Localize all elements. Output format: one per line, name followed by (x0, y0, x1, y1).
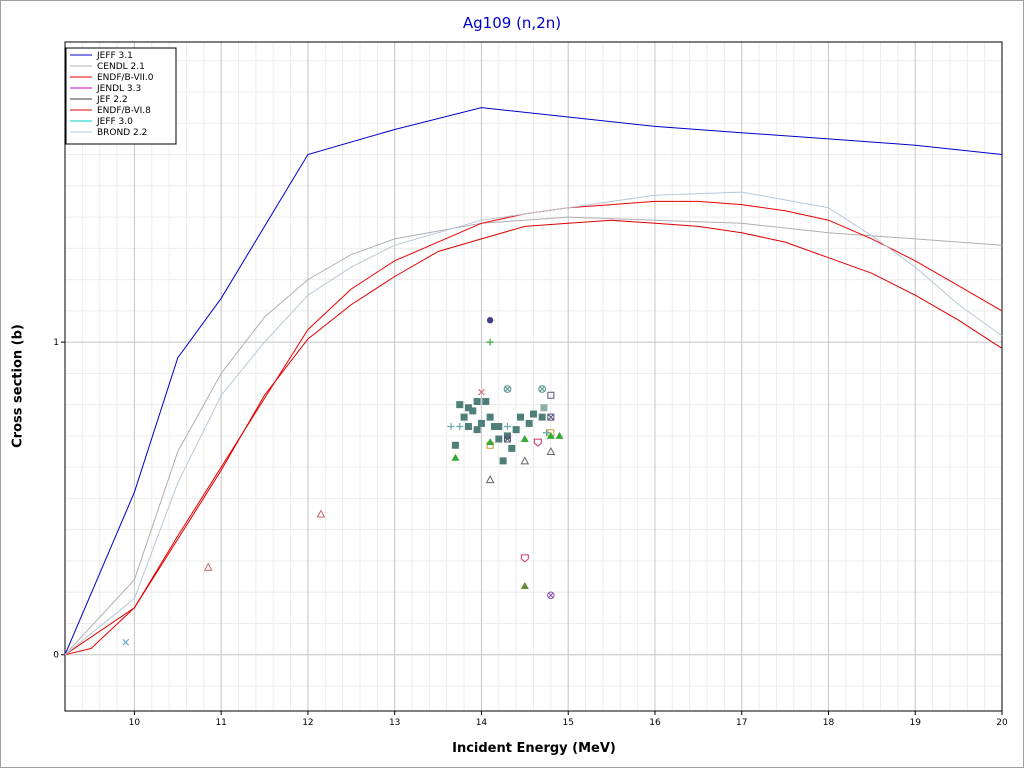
data-point (539, 386, 545, 392)
data-point (447, 423, 455, 431)
data-point (520, 581, 529, 589)
legend-label: JEFF 3.1 (96, 51, 133, 61)
x-tick-label: 20 (996, 718, 1008, 728)
data-point (547, 413, 555, 421)
data-point (464, 404, 472, 412)
data-point (469, 407, 477, 415)
data-point (538, 385, 546, 393)
data-point (555, 431, 564, 439)
x-tick-label: 17 (736, 718, 747, 728)
legend-label: CENDL 2.1 (97, 62, 145, 72)
data-point (473, 398, 481, 406)
data-point (451, 441, 459, 449)
data-point (520, 554, 529, 563)
data-point (538, 413, 546, 421)
data-point (530, 410, 537, 418)
x-tick-label: 14 (476, 718, 488, 728)
x-tick-label: 18 (823, 718, 835, 728)
data-point (464, 423, 472, 431)
data-point (516, 413, 524, 421)
legend-box (65, 47, 177, 145)
legend-label: JEFF 3.0 (96, 117, 133, 127)
data-point (203, 562, 213, 571)
series-line (64, 219, 1003, 656)
data-point (490, 423, 498, 431)
x-tick-label: 19 (910, 718, 922, 728)
x-tick-label: 13 (389, 718, 400, 728)
data-point (486, 438, 495, 446)
data-point (546, 431, 555, 439)
data-point (495, 435, 503, 443)
data-point (543, 429, 551, 437)
y-tick-label: 0 (53, 651, 59, 661)
x-tick-label: 11 (215, 718, 226, 728)
legend-label: JEF 2.2 (96, 95, 128, 105)
data-point (456, 423, 464, 431)
data-point (486, 338, 494, 346)
chart-title: Ag109 (n,2n) (462, 14, 562, 32)
series-line (64, 107, 1003, 655)
data-point (520, 435, 529, 443)
data-point (546, 446, 556, 456)
data-point (508, 444, 516, 452)
data-point (547, 591, 555, 600)
data-point (478, 388, 485, 396)
data-point (456, 401, 464, 409)
data-point (486, 413, 494, 421)
plot-border (64, 41, 1003, 712)
data-point (316, 509, 326, 518)
x-tick-label: 16 (649, 718, 661, 728)
data-point (477, 419, 485, 427)
series-line (64, 216, 1003, 656)
x-axis-label: Incident Energy (MeV) (452, 741, 616, 756)
data-point (499, 457, 507, 465)
series-line (64, 191, 1003, 656)
x-tick-label: 10 (129, 718, 141, 728)
data-point (503, 435, 511, 443)
legend-label: ENDF/B-VI.8 (97, 106, 151, 116)
data-point (485, 475, 495, 484)
data-point (503, 423, 511, 431)
data-point (547, 391, 555, 399)
x-tick-label: 12 (302, 718, 313, 728)
legend-label: JENDL 3.3 (96, 84, 141, 94)
data-point (473, 426, 481, 434)
data-point (122, 638, 130, 646)
data-point (525, 419, 533, 427)
data-point (503, 385, 512, 393)
data-point (512, 426, 520, 434)
legend-label: BROND 2.2 (97, 128, 147, 138)
data-point (482, 398, 490, 406)
data-point (504, 386, 511, 392)
data-point (540, 404, 548, 412)
data-point (548, 592, 554, 598)
legend-label: ENDF/B-VII.0 (97, 73, 154, 83)
data-point (460, 413, 468, 421)
y-tick-label: 1 (53, 338, 59, 348)
data-point (520, 456, 530, 465)
data-point (486, 317, 494, 324)
data-point (451, 453, 460, 461)
data-point (495, 423, 503, 431)
data-point (533, 438, 542, 447)
x-tick-label: 15 (562, 718, 573, 728)
